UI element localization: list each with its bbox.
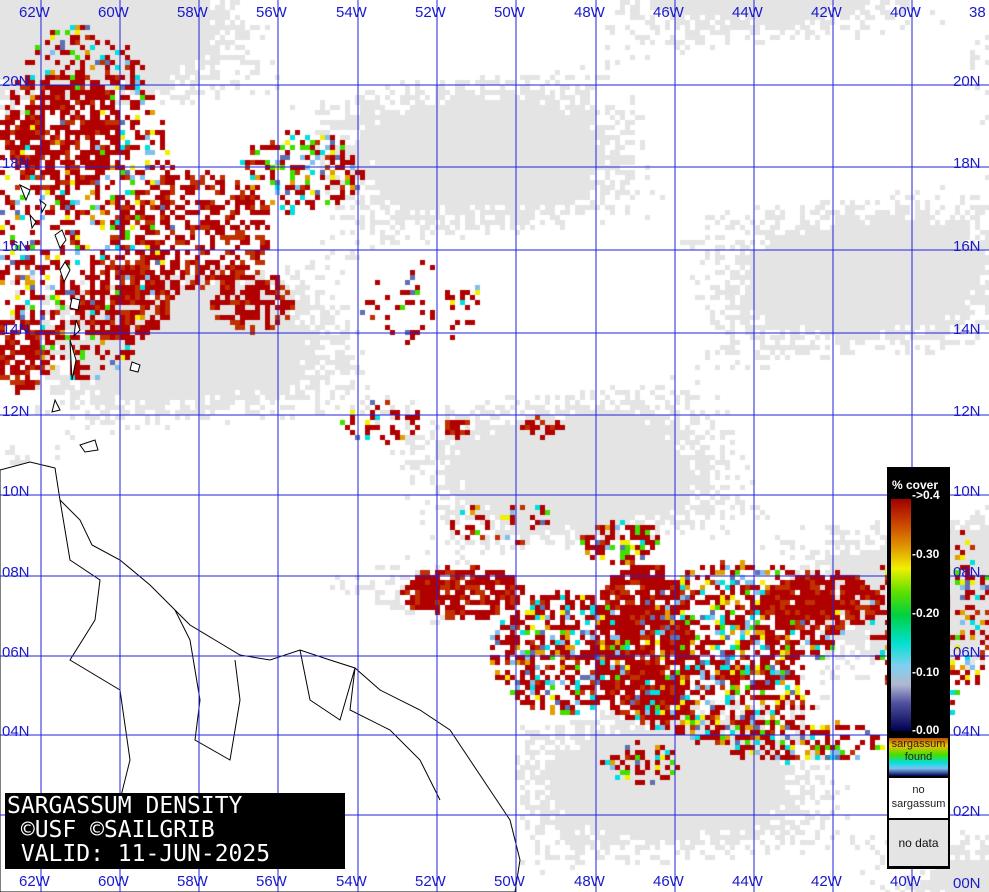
latitude-label: 14N — [953, 321, 981, 338]
latitude-label: 16N — [2, 238, 30, 255]
longitude-label: 62W — [19, 873, 50, 890]
legend-header: % cover — [892, 478, 939, 492]
color-legend: % cover ->0.4 -0.30 -0.20 -0.10 -0.00 sa… — [887, 467, 950, 869]
longitude-label: 40W — [890, 4, 921, 21]
title-box: SARGASSUM DENSITY ©USF ©SAILGRIB VALID: … — [5, 793, 345, 869]
longitude-label: 46W — [653, 873, 684, 890]
country-border — [59, 499, 441, 801]
latitude-label: 20N — [953, 73, 981, 90]
latitude-label: 18N — [2, 155, 30, 172]
longitude-label: 50W — [494, 4, 525, 21]
islands — [19, 183, 141, 413]
latitude-label: 18N — [953, 155, 981, 172]
longitude-label: 56W — [256, 873, 287, 890]
longitude-label: 38 — [969, 4, 986, 21]
latitude-label: 08N — [2, 564, 30, 581]
longitude-label: 60W — [98, 4, 129, 21]
legend-tick: -0.00 — [912, 723, 940, 737]
legend-color-scale — [891, 499, 911, 731]
valid-date: VALID: 11-JUN-2025 — [7, 841, 271, 867]
legend-sargassum-found: sargassum found — [889, 738, 948, 776]
latitude-label: 06N — [953, 644, 981, 661]
longitude-label: 52W — [415, 4, 446, 21]
latitude-label: 04N — [2, 723, 30, 740]
longitude-label: 42W — [811, 4, 842, 21]
longitude-label: 44W — [732, 4, 763, 21]
latitude-label: 16N — [953, 238, 981, 255]
latitude-label: 08N — [953, 564, 981, 581]
latitude-label: 06N — [2, 644, 30, 661]
legend-no-sargassum: no sargassum — [889, 778, 948, 818]
copyright-text: ©USF ©SAILGRIB — [7, 817, 215, 843]
latitude-label: 14N — [2, 321, 30, 338]
longitude-label: 62W — [19, 4, 50, 21]
latitude-label: 04N — [953, 723, 981, 740]
longitude-label: 54W — [336, 873, 367, 890]
latitude-label: 00N — [953, 875, 981, 892]
latitude-label: 12N — [953, 403, 981, 420]
longitude-label: 48W — [574, 873, 605, 890]
title-text: SARGASSUM DENSITY — [7, 793, 243, 819]
longitude-label: 50W — [494, 873, 525, 890]
longitude-label: 58W — [177, 4, 208, 21]
longitude-label: 60W — [98, 873, 129, 890]
longitude-label: 42W — [811, 873, 842, 890]
trinidad — [79, 439, 99, 453]
legend-tick: -0.10 — [912, 665, 940, 679]
longitude-label: 48W — [574, 4, 605, 21]
longitude-label: 56W — [256, 4, 287, 21]
legend-tick: -0.30 — [912, 547, 940, 561]
latitude-label: 20N — [2, 73, 30, 90]
latitude-label: 12N — [2, 403, 30, 420]
latitude-label: 02N — [953, 803, 981, 820]
longitude-label: 40W — [890, 873, 921, 890]
legend-tick: ->0.4 — [912, 488, 940, 502]
longitude-label: 52W — [415, 873, 446, 890]
latitude-label: 10N — [953, 483, 981, 500]
legend-tick: -0.20 — [912, 606, 940, 620]
longitude-label: 44W — [732, 873, 763, 890]
latitude-label: 10N — [2, 483, 30, 500]
legend-no-data: no data — [889, 820, 948, 866]
longitude-label: 46W — [653, 4, 684, 21]
longitude-label: 58W — [177, 873, 208, 890]
longitude-label: 54W — [336, 4, 367, 21]
